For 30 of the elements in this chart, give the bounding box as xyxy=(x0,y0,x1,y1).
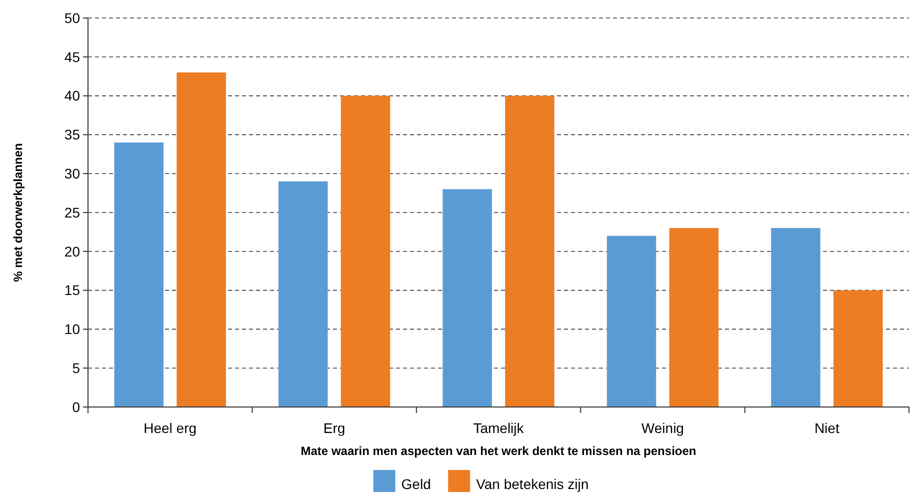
y-tick-label: 20 xyxy=(64,243,80,260)
bar xyxy=(278,181,328,407)
y-tick-label: 50 xyxy=(64,10,80,26)
x-tick-label: Tamelijk xyxy=(473,420,525,436)
x-tick-label: Niet xyxy=(814,420,840,436)
y-tick-label: 15 xyxy=(64,282,80,298)
y-tick-label: 0 xyxy=(72,398,80,415)
y-tick-label: 40 xyxy=(64,88,80,104)
bar xyxy=(176,72,226,407)
y-tick-label: 30 xyxy=(64,166,80,182)
y-tick-label: 25 xyxy=(64,204,80,220)
y-tick-label: 5 xyxy=(72,360,80,376)
y-tick-label: 10 xyxy=(64,321,80,338)
x-tick-label: Erg xyxy=(323,420,346,436)
bar xyxy=(114,142,164,407)
bar xyxy=(669,228,719,407)
bar xyxy=(833,290,883,407)
y-tick-label: 45 xyxy=(64,48,80,65)
bar xyxy=(340,96,390,407)
y-tick-label: 35 xyxy=(64,126,80,143)
bar xyxy=(442,189,492,407)
legend-label: Geld xyxy=(401,476,431,492)
x-tick-label: Weinig xyxy=(641,420,684,436)
x-axis-title: Mate waarin men aspecten van het werk denkt te missen na pensioen xyxy=(300,444,696,458)
y-axis-title: % met doorwerkplannen xyxy=(11,143,25,282)
legend-label: Van betekenis zijn xyxy=(476,476,589,492)
bar xyxy=(505,96,554,407)
x-tick-label: Heel erg xyxy=(144,420,197,436)
bar xyxy=(771,228,820,407)
bar xyxy=(606,236,656,407)
